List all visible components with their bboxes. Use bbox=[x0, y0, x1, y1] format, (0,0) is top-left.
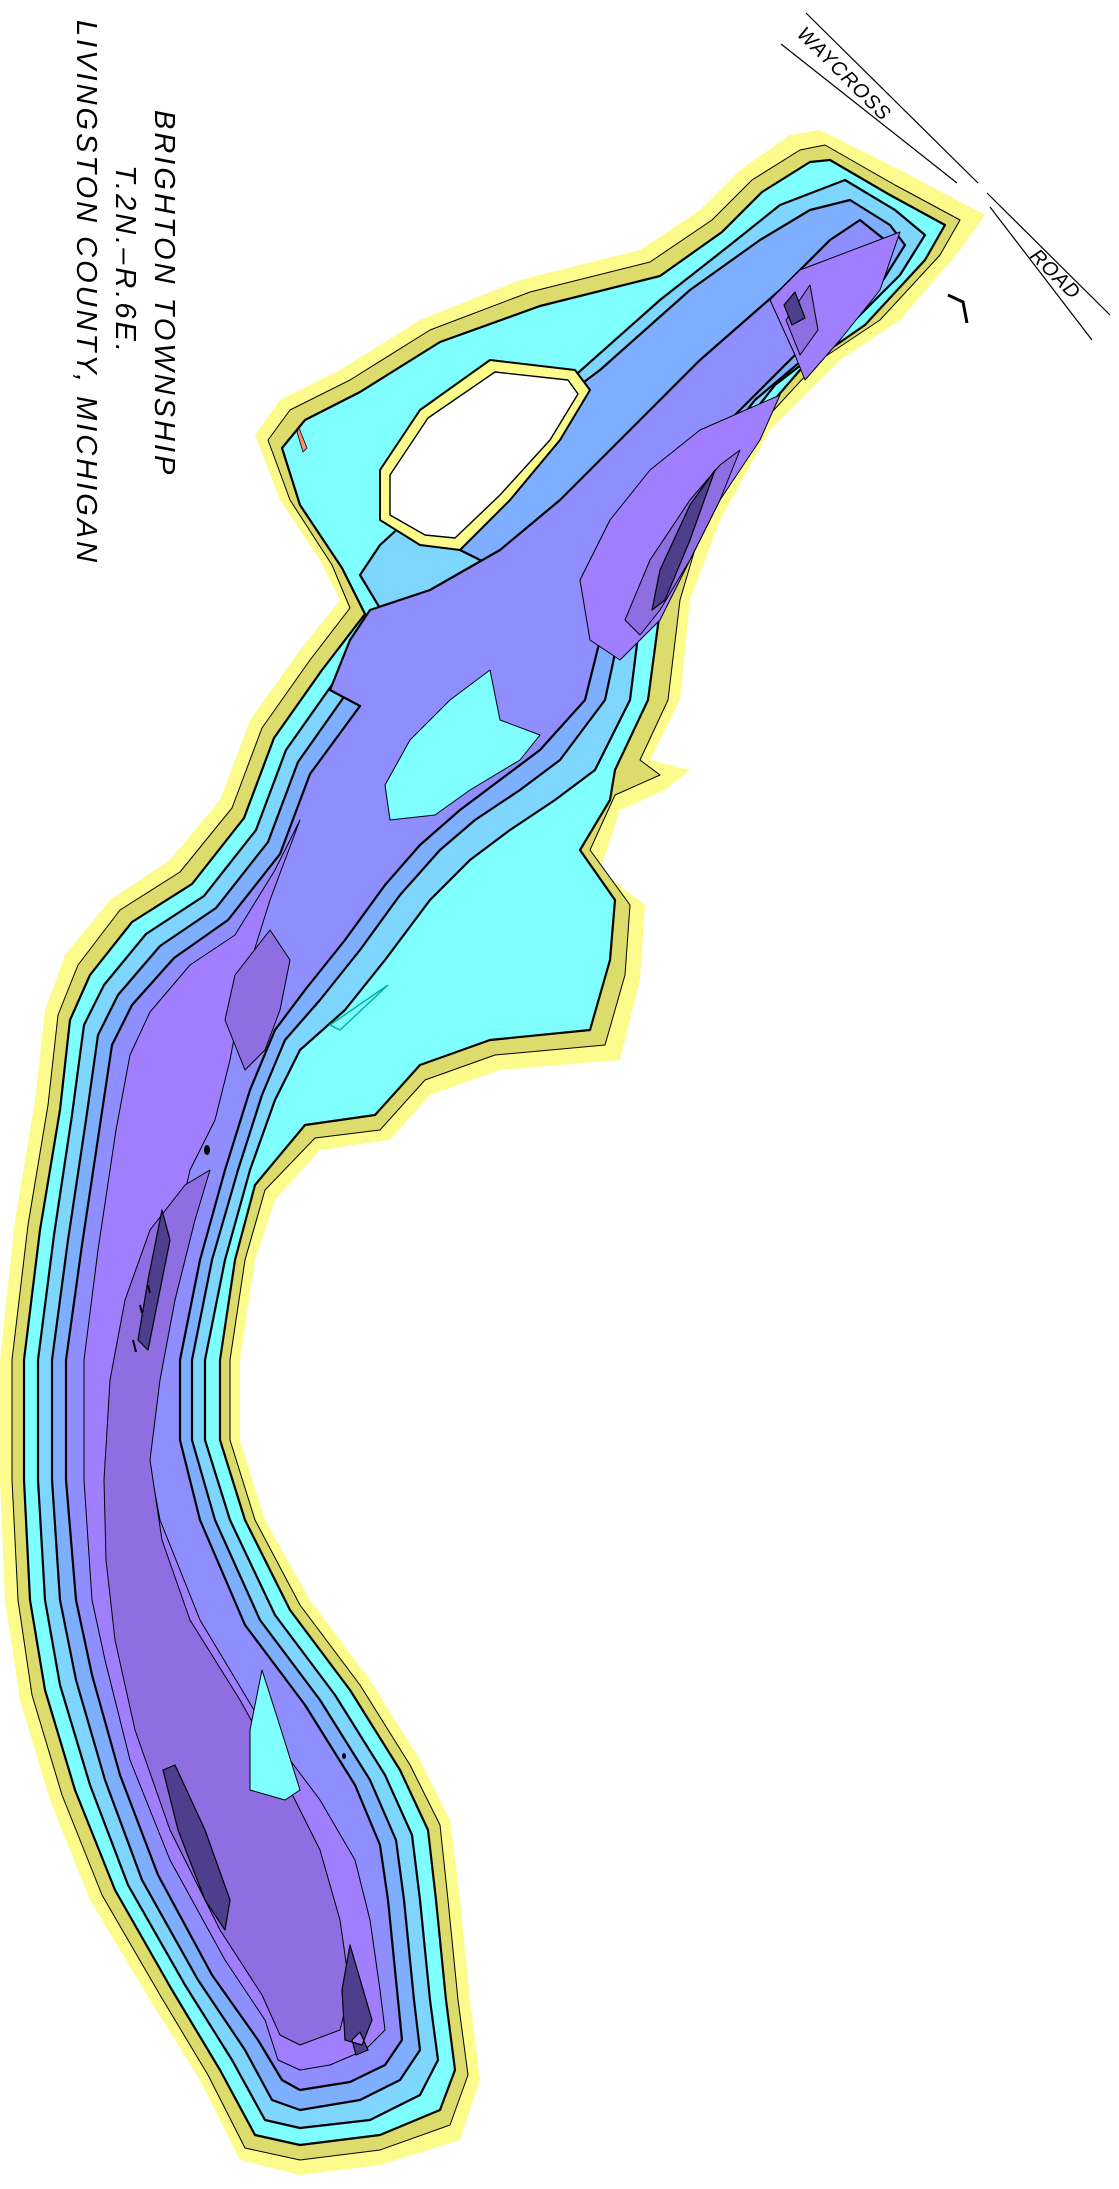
shallow-pocket-south bbox=[249, 1669, 301, 1801]
depth-zone-deepest bbox=[137, 291, 806, 2056]
shallow-pocket-center bbox=[384, 669, 541, 821]
title-line-township: BRIGHTON TOWNSHIP bbox=[148, 110, 180, 477]
depth-zone-blue-purple bbox=[64, 218, 887, 2092]
road-edge-east bbox=[986, 192, 1111, 316]
shallow-pocket-marker bbox=[328, 984, 389, 1031]
road-edge-east-2 bbox=[989, 206, 1093, 341]
small-depression-marks bbox=[132, 1284, 151, 1353]
shore-tick-mark bbox=[947, 293, 969, 324]
orange-marker bbox=[296, 427, 308, 453]
road-label-road: ROAD bbox=[1025, 245, 1084, 304]
road-label-waycross: WAYCROSS bbox=[792, 23, 894, 125]
title-line-county: LIVINGSTON COUNTY, MICHIGAN bbox=[70, 20, 102, 565]
map-title-block: BRIGHTON TOWNSHIP T.2N.–R.6E. LIVINGSTON… bbox=[70, 20, 180, 565]
island bbox=[389, 371, 579, 539]
road-edge-west bbox=[805, 12, 979, 184]
road-edge-west-2 bbox=[780, 43, 958, 184]
sounding-dot-south bbox=[342, 1753, 346, 1759]
title-line-range: T.2N.–R.6E. bbox=[109, 165, 141, 355]
sounding-dot-north bbox=[204, 1145, 210, 1155]
depth-zone-deep-purple bbox=[103, 284, 819, 2046]
